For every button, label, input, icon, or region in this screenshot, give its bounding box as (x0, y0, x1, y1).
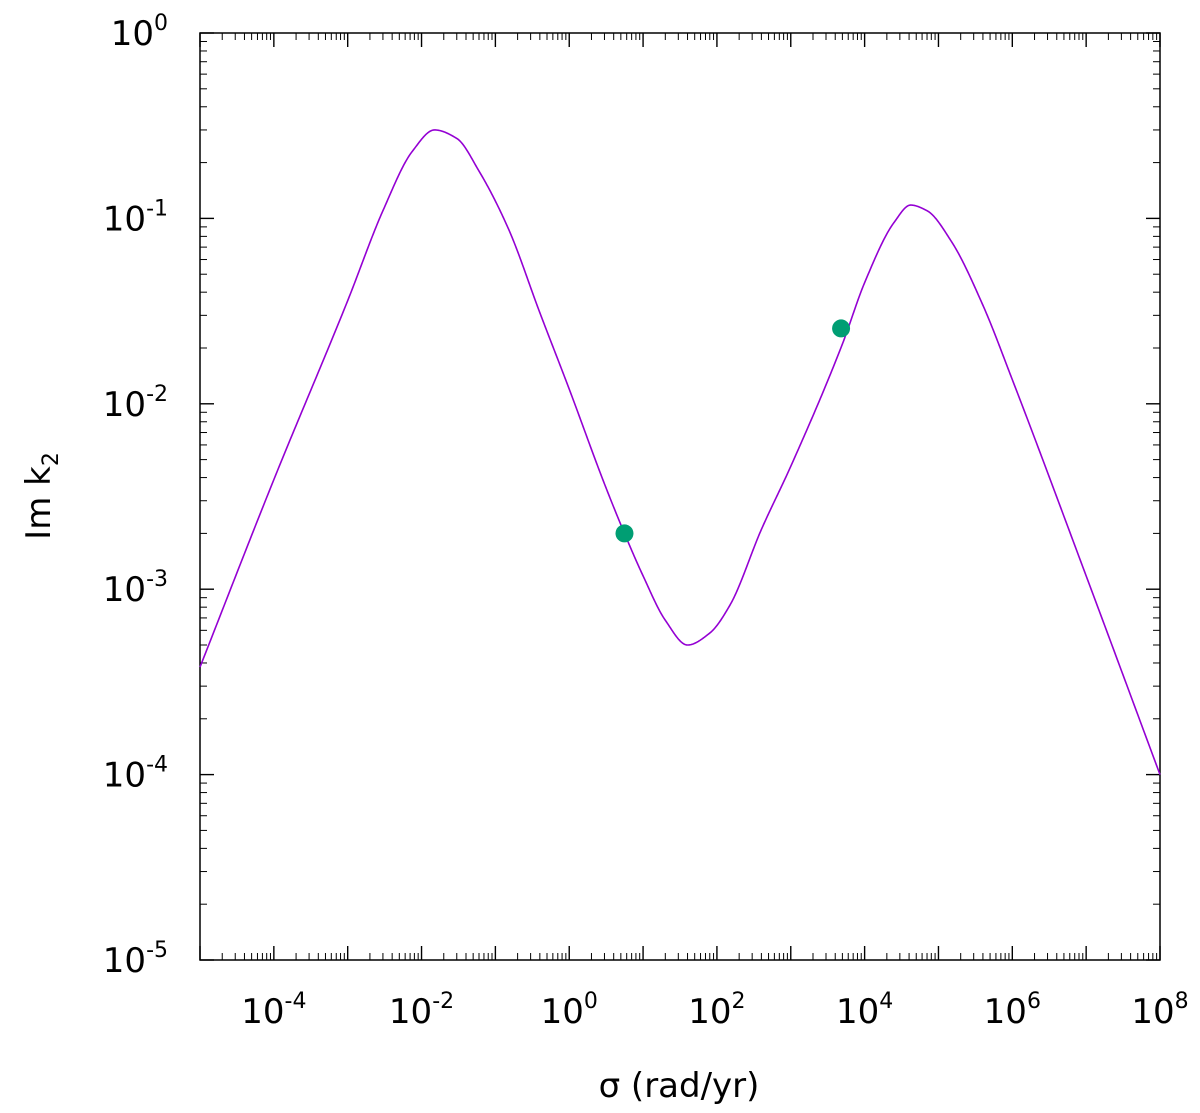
major-ticks (199, 32, 1161, 961)
data-point-marker (615, 524, 634, 543)
x-tick-label: 106 (984, 989, 1041, 1032)
y-tick-label: 10-2 (103, 382, 168, 425)
data-point-marker (832, 319, 851, 338)
y-axis-title-main: Im k (19, 466, 59, 540)
minor-ticks (200, 33, 1160, 960)
x-tick-label: 108 (1131, 989, 1188, 1032)
y-tick-label: 10-1 (103, 196, 168, 239)
y-axis-title-subscript: 2 (39, 452, 64, 466)
x-tick-label: 104 (836, 989, 893, 1032)
x-tick-label: 10-2 (389, 989, 454, 1032)
x-tick-label: 102 (688, 989, 745, 1032)
y-tick-labels: 10-5 10-4 10-3 10-2 10-1 100 (103, 11, 168, 981)
series-line (199, 129, 1161, 775)
x-tick-label: 10-4 (241, 989, 306, 1032)
x-tick-label: 100 (541, 989, 598, 1032)
y-tick-label: 10-5 (103, 938, 168, 981)
y-tick-label: 10-4 (103, 753, 168, 796)
y-axis-title: Im k2 (19, 452, 64, 540)
plot-frame (199, 32, 1161, 961)
y-tick-label: 10-3 (103, 567, 168, 610)
marker-group (615, 319, 851, 543)
x-axis-title: σ (rad/yr) (599, 1066, 760, 1106)
x-tick-labels: 10-4 10-2 100 102 104 106 108 (241, 989, 1188, 1032)
y-tick-label: 100 (111, 11, 168, 54)
